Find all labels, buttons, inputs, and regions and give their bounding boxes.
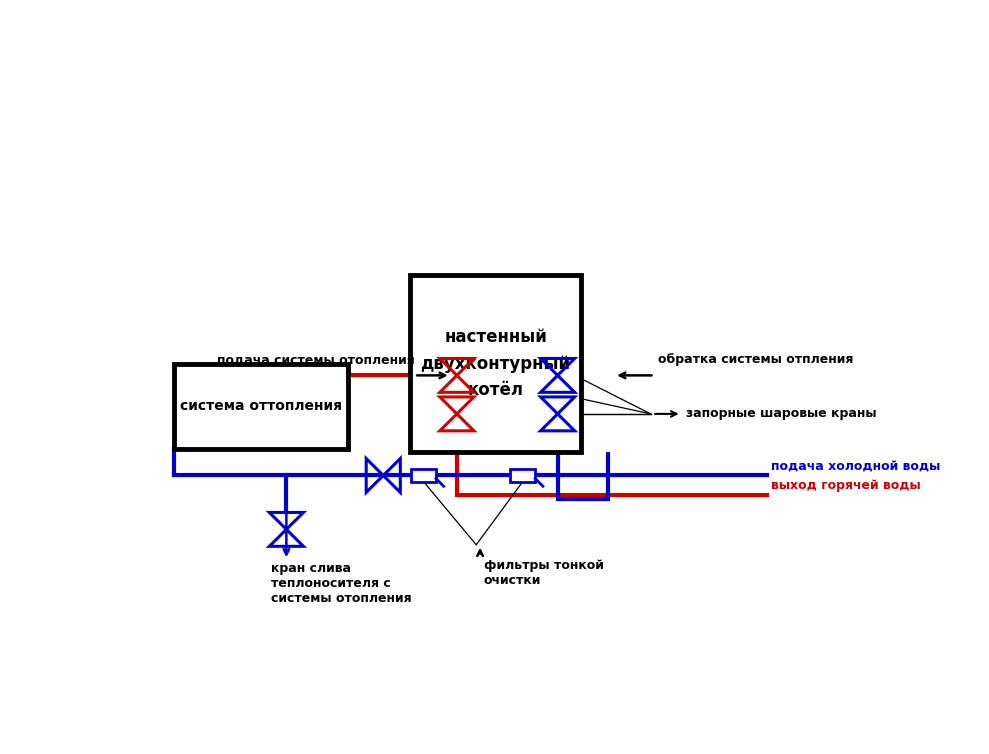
Bar <box>510 469 535 482</box>
Text: обратка системы отпления: обратка системы отпления <box>659 353 854 366</box>
Text: выход горячей воды: выход горячей воды <box>770 479 921 492</box>
Text: кран слива
теплоносителя с
системы отопления: кран слива теплоносителя с системы отопл… <box>271 562 411 605</box>
Bar <box>410 275 581 452</box>
Bar <box>411 469 436 482</box>
Text: настенный
двухконтурный
котёл: настенный двухконтурный котёл <box>420 329 571 399</box>
Text: подача системы отопления: подача системы отопления <box>217 353 414 366</box>
Bar <box>174 364 348 449</box>
Text: подача холодной воды: подача холодной воды <box>770 459 941 473</box>
Text: запорные шаровые краны: запорные шаровые краны <box>685 407 876 421</box>
Text: фильтры тонкой
очистки: фильтры тонкой очистки <box>484 559 604 587</box>
Text: система оттопления: система оттопления <box>180 399 342 413</box>
